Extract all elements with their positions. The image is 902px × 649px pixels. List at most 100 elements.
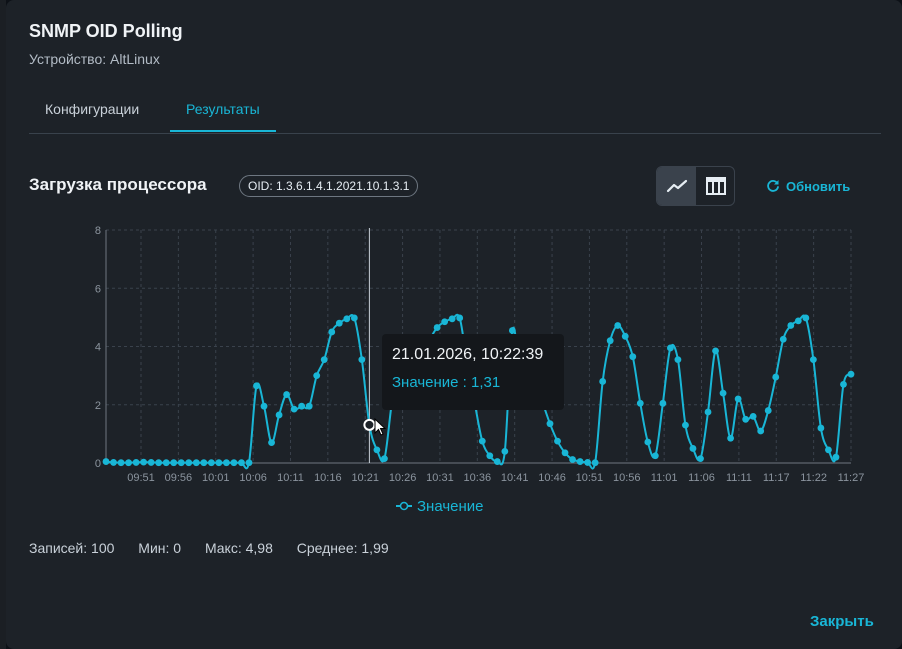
tab-configurations[interactable]: Конфигурации (45, 101, 140, 117)
data-point (599, 378, 607, 385)
data-point (809, 356, 817, 364)
data-point (253, 382, 260, 390)
data-point (260, 402, 268, 410)
x-tick-label: 10:56 (613, 472, 641, 484)
data-point (802, 314, 810, 322)
data-point (486, 452, 494, 460)
data-point (682, 421, 689, 429)
data-point (719, 389, 727, 397)
x-tick-label: 10:01 (202, 472, 230, 484)
data-point (764, 407, 772, 414)
data-point (757, 427, 765, 435)
data-point (456, 314, 464, 322)
data-point (817, 424, 825, 432)
data-point (825, 446, 832, 454)
data-point (704, 408, 712, 416)
data-point (689, 445, 697, 452)
snmp-polling-dialog: SNMP OID Polling Устройство: AltLinux Ко… (6, 0, 902, 649)
x-tick-label: 11:17 (763, 472, 790, 484)
data-point (606, 337, 614, 345)
data-point (373, 446, 381, 454)
data-point (584, 459, 592, 466)
data-point (185, 459, 193, 467)
close-button[interactable]: Закрыть (810, 613, 874, 630)
data-point (546, 420, 554, 428)
device-label: Устройство: AltLinux (29, 51, 160, 67)
legend-marker (399, 501, 409, 511)
x-tick-label: 10:11 (277, 472, 304, 484)
data-point (749, 413, 757, 420)
data-point (207, 459, 215, 467)
data-point (840, 380, 847, 388)
line-view-button[interactable] (657, 167, 696, 205)
data-point (712, 347, 719, 355)
data-point (779, 335, 787, 343)
data-point (614, 322, 622, 329)
tab-results[interactable]: Результаты (170, 88, 276, 132)
data-point (569, 456, 576, 463)
data-point (102, 458, 110, 465)
table-icon (705, 177, 726, 195)
data-point (245, 459, 253, 467)
data-point (433, 324, 441, 331)
data-point (268, 439, 275, 447)
metric-title: Загрузка процессора (29, 175, 207, 194)
x-tick-label: 10:51 (576, 472, 604, 484)
data-point (591, 459, 599, 467)
data-point (576, 458, 584, 465)
backdrop (0, 0, 6, 649)
refresh-icon (767, 180, 779, 192)
data-point (117, 459, 125, 467)
data-point (283, 391, 291, 398)
tab-bar: Конфигурации Результаты (29, 88, 881, 134)
legend-label: Значение (417, 498, 484, 515)
data-point (155, 459, 163, 467)
data-point (493, 458, 501, 465)
y-tick-label: 2 (95, 400, 101, 412)
data-point (238, 459, 245, 467)
refresh-button[interactable]: Обновить (766, 176, 850, 196)
x-tick-label: 11:01 (651, 472, 678, 484)
y-tick-label: 0 (95, 458, 101, 470)
stat-max: Макс: 4,98 (204, 540, 273, 556)
stat-avg: Среднее: 1,99 (296, 540, 389, 556)
x-tick-label: 09:51 (127, 472, 155, 484)
data-point (200, 459, 208, 467)
x-tick-label: 10:36 (464, 472, 492, 484)
oid-badge: OID: 1.3.6.1.4.1.2021.10.1.3.1 (239, 175, 419, 197)
data-point (305, 402, 313, 410)
dialog-title: SNMP OID Polling (29, 21, 183, 41)
data-point (772, 373, 780, 381)
x-tick-label: 11:27 (838, 472, 865, 484)
data-point (313, 372, 321, 380)
data-point (223, 459, 230, 467)
data-point (478, 437, 486, 445)
highlighted-data-point (363, 418, 376, 431)
x-tick-label: 10:46 (538, 472, 566, 484)
tooltip-value: Значение : 1,31 (392, 374, 501, 391)
data-point (742, 415, 750, 423)
data-point (727, 434, 734, 442)
data-point (140, 458, 148, 466)
data-point (508, 327, 516, 334)
y-tick-label: 6 (95, 283, 101, 295)
x-tick-label: 10:41 (501, 472, 529, 484)
data-point (448, 315, 456, 323)
data-point (561, 449, 569, 457)
data-point (125, 459, 132, 467)
data-point (170, 459, 178, 467)
data-point (320, 356, 328, 364)
data-point (290, 405, 298, 413)
stats-bar: Записей: 100 Мин: 0 Макс: 4,98 Среднее: … (29, 540, 409, 556)
data-point (192, 459, 200, 467)
data-point (697, 455, 704, 463)
data-point (636, 399, 644, 407)
data-point (794, 317, 802, 325)
data-point (298, 402, 306, 410)
stat-records: Записей: 100 (29, 540, 115, 556)
data-point (177, 459, 185, 467)
x-tick-label: 10:26 (389, 472, 417, 484)
data-point (230, 459, 238, 467)
table-view-button[interactable] (696, 167, 734, 205)
data-point (734, 395, 742, 403)
